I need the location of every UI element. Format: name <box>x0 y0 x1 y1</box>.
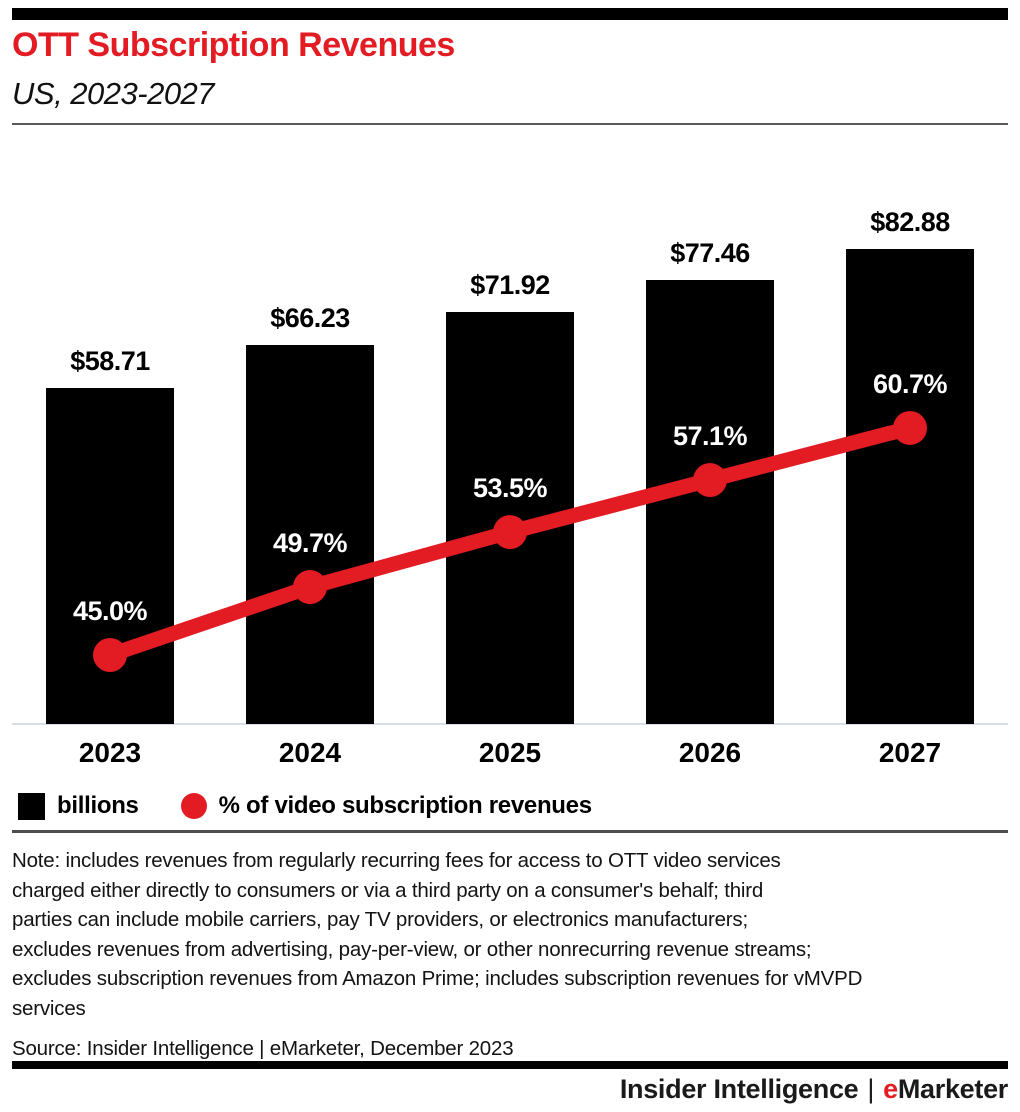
chart-title: OTT Subscription Revenues <box>12 26 455 64</box>
legend-bar-swatch-icon <box>18 792 45 820</box>
brand-footer: Insider Intelligence | eMarketer <box>620 1074 1008 1105</box>
percent-label: 45.0% <box>72 596 148 626</box>
top-accent-bar <box>12 8 1008 20</box>
legend: billions % of video subscription revenue… <box>18 791 592 821</box>
x-axis-label: 2026 <box>678 737 742 768</box>
footer-rule <box>12 1061 1008 1069</box>
legend-line-label: % of video subscription revenues <box>218 792 592 819</box>
chart-subtitle: US, 2023-2027 <box>12 76 215 111</box>
note-line: Note: includes revenues from regularly r… <box>12 849 781 872</box>
bar-value-label: $66.23 <box>270 303 350 333</box>
brand-emarketer-rest: Marketer <box>897 1074 1008 1104</box>
bar-value-label: $71.92 <box>470 270 550 300</box>
legend-rule <box>12 830 1008 833</box>
bar-value-label: $58.71 <box>70 346 150 376</box>
source-text: Source: Insider Intelligence | eMarketer… <box>12 1037 514 1060</box>
percent-label: 57.1% <box>672 421 748 452</box>
note-text: Note: includes revenues from regularly r… <box>12 846 1008 1023</box>
note-line: charged either directly to consumers or … <box>12 878 764 902</box>
x-axis-label: 2025 <box>478 737 542 768</box>
x-axis-line <box>12 723 1008 725</box>
percent-label: 49.7% <box>272 528 348 559</box>
percent-label: 60.7% <box>872 368 948 399</box>
bar <box>446 312 574 724</box>
bar-value-label: $82.88 <box>870 207 950 237</box>
note-line: services <box>12 996 86 1020</box>
note-line: parties can include mobile carriers, pay… <box>12 908 748 931</box>
x-axis-label: 2027 <box>878 737 942 768</box>
percent-label: 53.5% <box>472 473 548 504</box>
brand-separator: | <box>867 1074 875 1104</box>
brand-company: Insider Intelligence <box>619 1074 859 1104</box>
bar <box>846 249 974 724</box>
note-line: excludes subscription revenues from Amaz… <box>12 967 863 990</box>
x-axis-label: 2023 <box>78 737 142 768</box>
brand-emarketer-first-letter: e <box>883 1074 898 1104</box>
x-axis-label: 2024 <box>278 737 342 768</box>
bar <box>46 388 174 724</box>
legend-line-marker-icon <box>180 793 207 819</box>
note-line: excludes revenues from advertising, pay-… <box>12 937 812 961</box>
header-rule <box>12 123 1008 125</box>
bar <box>646 280 774 724</box>
legend-bar-label: billions <box>57 792 139 819</box>
bar-value-label: $77.46 <box>670 238 750 268</box>
